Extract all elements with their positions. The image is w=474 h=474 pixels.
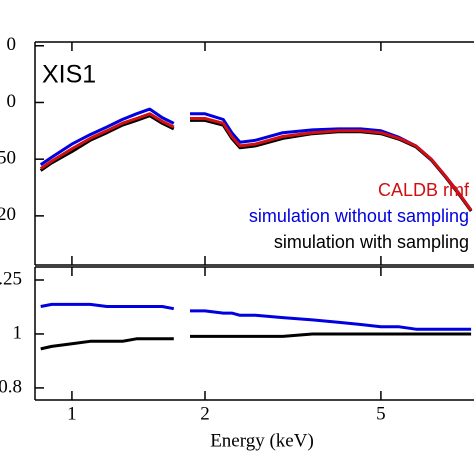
y-tick-label: 50 xyxy=(0,148,16,169)
y-tick-label: 0 xyxy=(7,34,17,55)
x-axis-label: Energy (keV) xyxy=(210,430,314,451)
x-tick-label: 1 xyxy=(67,403,77,424)
legend-entry: CALDB rmf xyxy=(378,180,470,200)
y-tick-label: .25 xyxy=(0,268,22,289)
y-tick-label: 20 xyxy=(0,204,16,225)
legend-entry: simulation with sampling xyxy=(274,232,469,252)
x-tick-label: 2 xyxy=(200,403,210,424)
y-tick-label: 0.8 xyxy=(0,376,22,397)
data-line xyxy=(40,302,472,331)
y-tick-label: 0 xyxy=(7,91,17,112)
data-line xyxy=(39,112,473,212)
y-tick-label: 1 xyxy=(13,322,23,343)
x-tick-label: 5 xyxy=(376,403,386,424)
annotation: XIS1 xyxy=(42,61,96,89)
data-line xyxy=(40,332,472,351)
legend-entry: simulation without sampling xyxy=(249,206,469,226)
